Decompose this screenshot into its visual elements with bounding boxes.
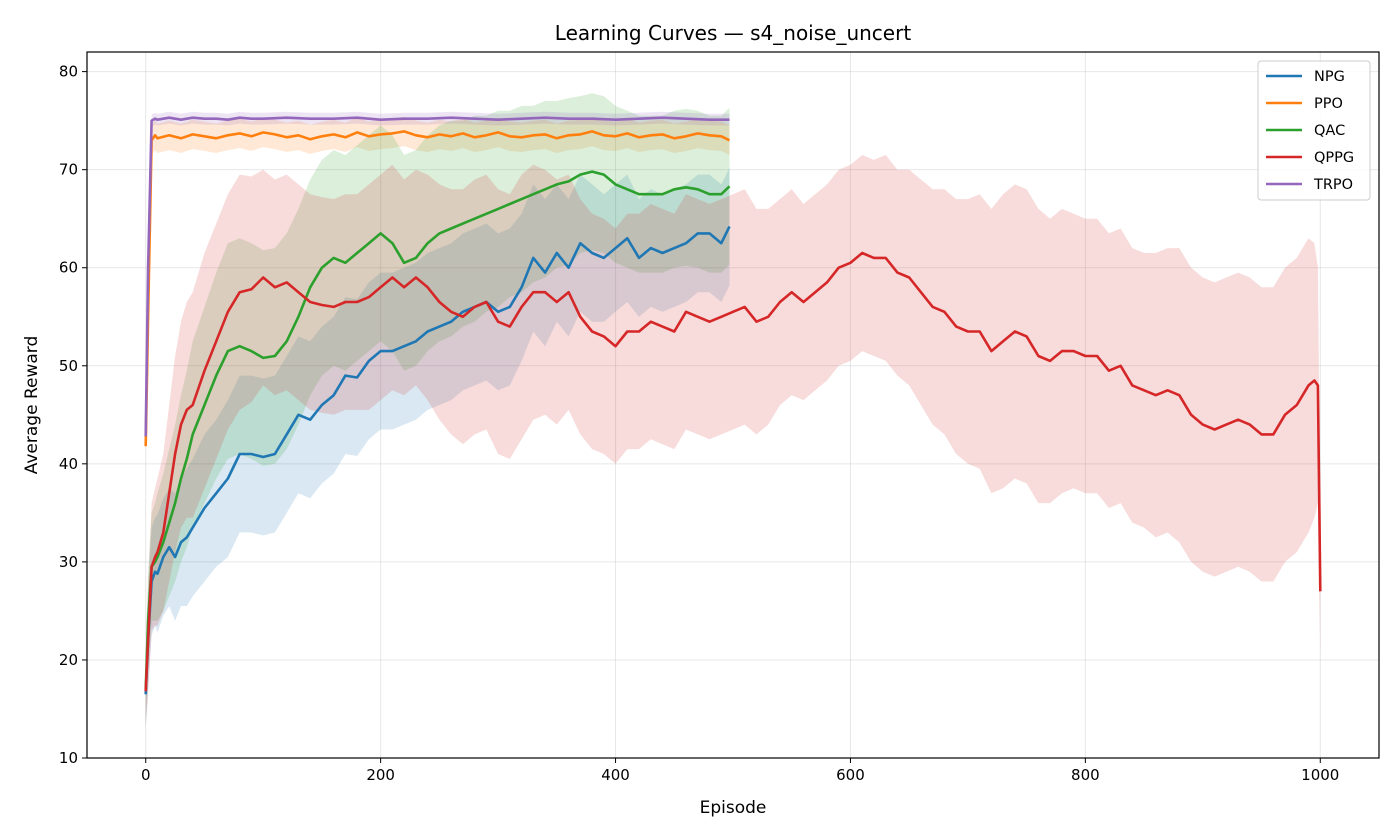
y-axis-label: Average Reward [22, 336, 42, 475]
y-tick-label: 30 [59, 553, 78, 571]
x-tick-label: 800 [1071, 766, 1100, 784]
x-tick-label: 400 [601, 766, 630, 784]
y-tick-label: 60 [59, 259, 78, 277]
band-qac [145, 93, 730, 724]
legend-label-npg: NPG [1314, 69, 1345, 85]
series-lines [144, 116, 1322, 695]
y-tick-label: 70 [59, 161, 78, 179]
grid-lines [87, 52, 1379, 759]
plot-frame [86, 51, 1380, 759]
legend-label-qac: QAC [1314, 123, 1345, 139]
y-axis-ticks: 10 20 30 40 50 60 70 80 [59, 63, 87, 767]
y-tick-label: 80 [59, 63, 78, 81]
y-tick-label: 20 [59, 651, 78, 669]
band-qppg [145, 155, 1321, 726]
line-trpo [144, 116, 730, 437]
x-tick-label: 600 [836, 766, 865, 784]
y-tick-label: 10 [59, 749, 78, 767]
legend: NPG PPO QAC QPPG TRPO [1257, 60, 1371, 201]
line-qac [144, 170, 731, 690]
line-npg [144, 225, 731, 695]
line-ppo [144, 130, 731, 447]
variability-bands [145, 93, 1321, 729]
y-tick-label: 40 [59, 455, 78, 473]
line-qppg [144, 251, 1322, 692]
legend-label-trpo: TRPO [1313, 177, 1353, 193]
x-tick-label: 200 [366, 766, 395, 784]
x-tick-label: 0 [141, 766, 151, 784]
legend-label-qppg: QPPG [1314, 150, 1354, 166]
chart-title: Learning Curves — s4_noise_uncert [555, 21, 912, 45]
y-tick-label: 50 [59, 357, 78, 375]
x-axis-label: Episode [700, 798, 767, 818]
legend-box [1257, 60, 1371, 201]
legend-label-ppo: PPO [1314, 96, 1343, 112]
band-npg [145, 167, 730, 729]
x-axis-ticks: 0 200 400 600 800 1000 [141, 758, 1339, 784]
x-tick-label: 1000 [1301, 766, 1339, 784]
band-ppo [145, 116, 730, 456]
